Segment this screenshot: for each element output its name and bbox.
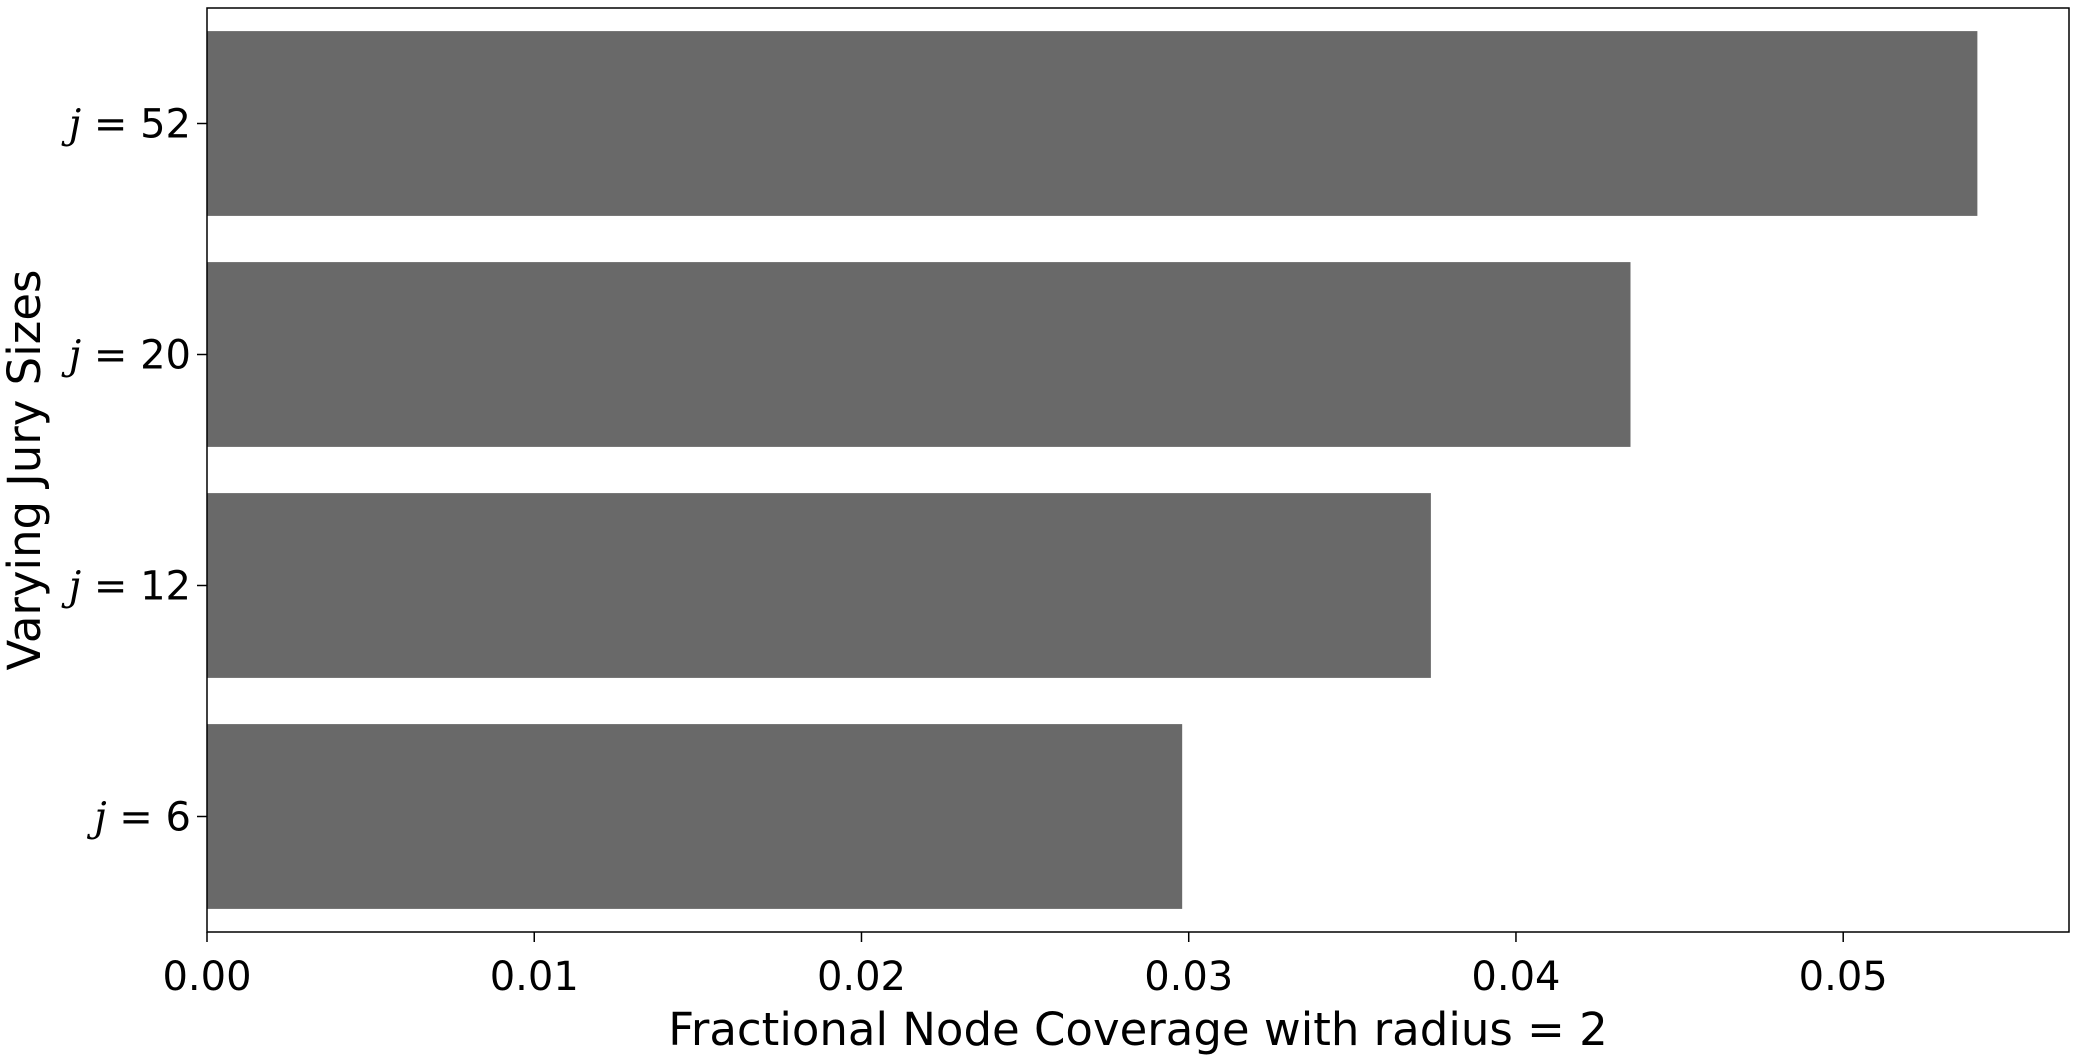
plot-area-frame [206,7,2070,933]
category-value: 20 [140,333,191,379]
x-tick-label: 0.03 [1144,954,1233,1000]
category-variable: j [61,564,81,610]
category-equals: = [81,564,140,610]
bar-j-12 [207,493,1431,678]
category-value: 6 [166,795,191,841]
y-tick-label: j = 52 [61,102,191,148]
x-axis-title: Fractional Node Coverage with radius = 2 [668,1003,1608,1056]
y-tick-label: j = 12 [61,564,191,610]
y-tick-label: j = 20 [61,333,191,379]
x-tick-label: 0.01 [490,954,579,1000]
category-equals: = [81,333,140,379]
category-value: 52 [140,102,191,148]
bar-j-6 [207,724,1183,909]
category-equals: = [81,102,140,148]
category-equals: = [107,795,166,841]
bars-group [207,31,1978,909]
bar-j-20 [207,262,1631,447]
category-variable: j [61,102,81,148]
category-value: 12 [140,564,191,610]
x-tick-label: 0.05 [1799,954,1888,1000]
y-tick-label: j = 6 [86,795,191,841]
x-tick-label: 0.04 [1471,954,1560,1000]
x-tick-label: 0.00 [162,954,251,1000]
category-variable: j [61,333,81,379]
bar-j-52 [207,31,1978,216]
x-axis-ticks: 0.00 0.01 0.02 0.03 0.04 0.05 [162,932,1888,1000]
y-axis-title: Varying Jury Sizes [0,270,51,671]
category-variable: j [86,795,106,841]
x-tick-label: 0.02 [817,954,906,1000]
y-axis-ticks: j = 6j = 12j = 20j = 52 [61,102,207,841]
